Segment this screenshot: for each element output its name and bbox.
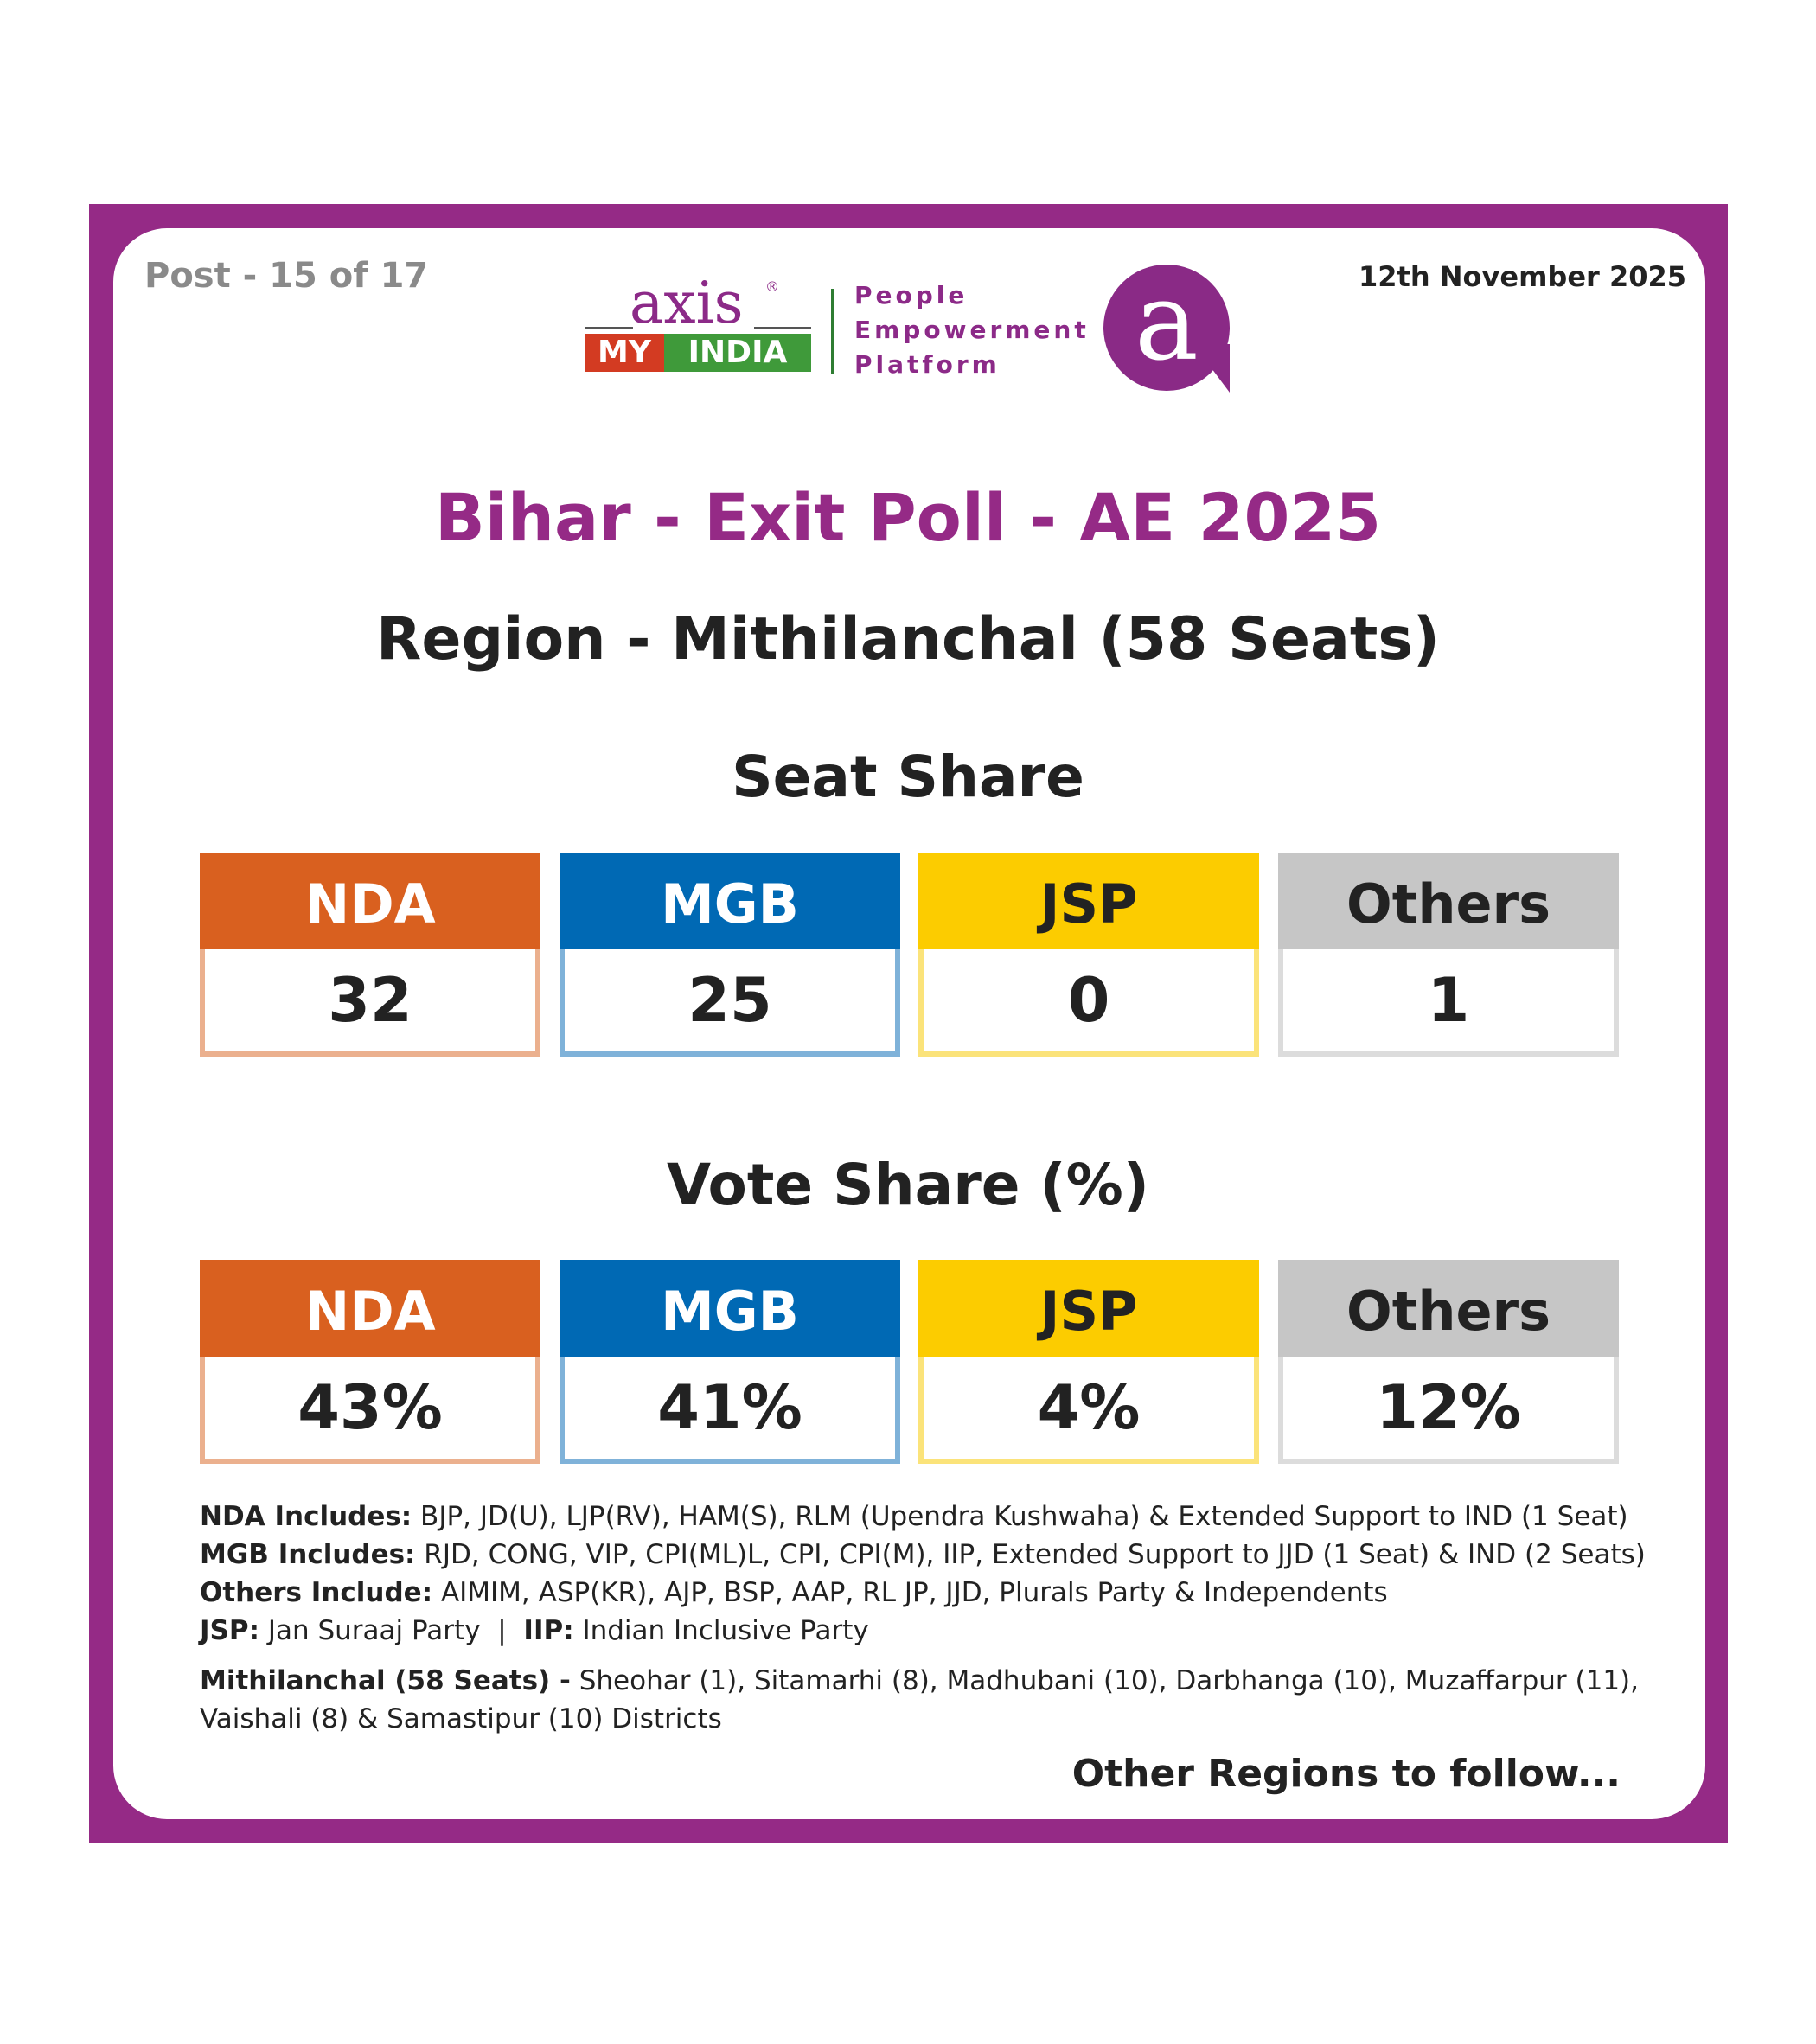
vote-share-title: Vote Share (%) bbox=[667, 1152, 1149, 1218]
note-gap bbox=[200, 1650, 1653, 1662]
seat-card-label: NDA bbox=[200, 853, 540, 956]
seat-card-value: 25 bbox=[560, 949, 900, 1057]
vote-card-value: 43% bbox=[200, 1357, 540, 1464]
vote-card-mgb: MGB 41% bbox=[560, 1260, 900, 1469]
logo-my-text: MY bbox=[585, 334, 664, 372]
note-text: Indian Inclusive Party bbox=[573, 1615, 869, 1646]
note-others: Others Include: AIMIM, ASP(KR), AJP, BSP… bbox=[200, 1574, 1653, 1612]
note-text: Jan Suraaj Party | bbox=[259, 1615, 524, 1646]
tagline-line: Empowerment bbox=[854, 316, 1090, 344]
footnotes: NDA Includes: BJP, JD(U), LJP(RV), HAM(S… bbox=[200, 1498, 1653, 1738]
note-jsp-iip: JSP: Jan Suraaj Party | IIP: Indian Incl… bbox=[200, 1612, 1653, 1650]
vote-card-value: 4% bbox=[918, 1357, 1259, 1464]
note-text: RJD, CONG, VIP, CPI(ML)L, CPI, CPI(M), I… bbox=[415, 1539, 1646, 1570]
logo-divider bbox=[831, 289, 834, 374]
region-title: Region - Mithilanchal (58 Seats) bbox=[376, 605, 1440, 674]
seat-card-value: 0 bbox=[918, 949, 1259, 1057]
seat-card-nda: NDA 32 bbox=[200, 853, 540, 1062]
note-text: Sheohar (1), Sitamarhi (8), Madhubani (1… bbox=[200, 1665, 1639, 1734]
page-title: Bihar - Exit Poll - AE 2025 bbox=[434, 479, 1382, 556]
axis-my-india-logo: axis ® MY INDIA bbox=[585, 270, 811, 374]
seat-card-value: 1 bbox=[1278, 949, 1619, 1057]
seat-card-label: JSP bbox=[918, 853, 1259, 956]
note-nda: NDA Includes: BJP, JD(U), LJP(RV), HAM(S… bbox=[200, 1498, 1653, 1536]
note-region: Mithilanchal (58 Seats) - Sheohar (1), S… bbox=[200, 1662, 1653, 1738]
seat-card-jsp: JSP 0 bbox=[918, 853, 1259, 1062]
note-label: MGB Includes: bbox=[200, 1539, 416, 1570]
vote-card-label: JSP bbox=[918, 1260, 1259, 1364]
post-counter: Post - 15 of 17 bbox=[144, 256, 429, 296]
speech-bubble-letter: a bbox=[1135, 260, 1199, 385]
seat-card-label: MGB bbox=[560, 853, 900, 956]
logo-registered-mark: ® bbox=[765, 278, 779, 295]
note-mgb: MGB Includes: RJD, CONG, VIP, CPI(ML)L, … bbox=[200, 1536, 1653, 1574]
vote-card-value: 12% bbox=[1278, 1357, 1619, 1464]
logo-axis-text: axis bbox=[630, 270, 744, 336]
note-label: JSP: bbox=[200, 1615, 259, 1646]
tagline-line: Platform bbox=[854, 350, 1001, 379]
seat-card-others: Others 1 bbox=[1278, 853, 1619, 1062]
speech-bubble-tail bbox=[1193, 344, 1230, 393]
note-label: Others Include: bbox=[200, 1577, 433, 1608]
tagline-line: People bbox=[854, 281, 969, 310]
seat-card-label: Others bbox=[1278, 853, 1619, 956]
vote-card-value: 41% bbox=[560, 1357, 900, 1464]
note-label: Mithilanchal (58 Seats) - bbox=[200, 1665, 571, 1696]
seat-card-mgb: MGB 25 bbox=[560, 853, 900, 1062]
note-text: BJP, JD(U), LJP(RV), HAM(S), RLM (Upendr… bbox=[412, 1501, 1628, 1532]
post-date: 12th November 2025 bbox=[1358, 260, 1686, 293]
seat-card-value: 32 bbox=[200, 949, 540, 1057]
note-label: NDA Includes: bbox=[200, 1501, 412, 1532]
note-text: AIMIM, ASP(KR), AJP, BSP, AAP, RL JP, JJ… bbox=[432, 1577, 1388, 1608]
vote-card-label: Others bbox=[1278, 1260, 1619, 1364]
vote-card-jsp: JSP 4% bbox=[918, 1260, 1259, 1469]
vote-card-label: MGB bbox=[560, 1260, 900, 1364]
note-label: IIP: bbox=[523, 1615, 574, 1646]
vote-card-label: NDA bbox=[200, 1260, 540, 1364]
logo-india-text: INDIA bbox=[664, 334, 811, 372]
vote-card-nda: NDA 43% bbox=[200, 1260, 540, 1469]
seat-share-title: Seat Share bbox=[732, 744, 1084, 810]
logo-tagline: People Empowerment Platform bbox=[854, 278, 1090, 382]
logo-underline-right bbox=[754, 327, 811, 329]
logo-underline-left bbox=[585, 327, 633, 329]
vote-card-others: Others 12% bbox=[1278, 1260, 1619, 1469]
footer-follow-text: Other Regions to follow... bbox=[1071, 1752, 1621, 1796]
